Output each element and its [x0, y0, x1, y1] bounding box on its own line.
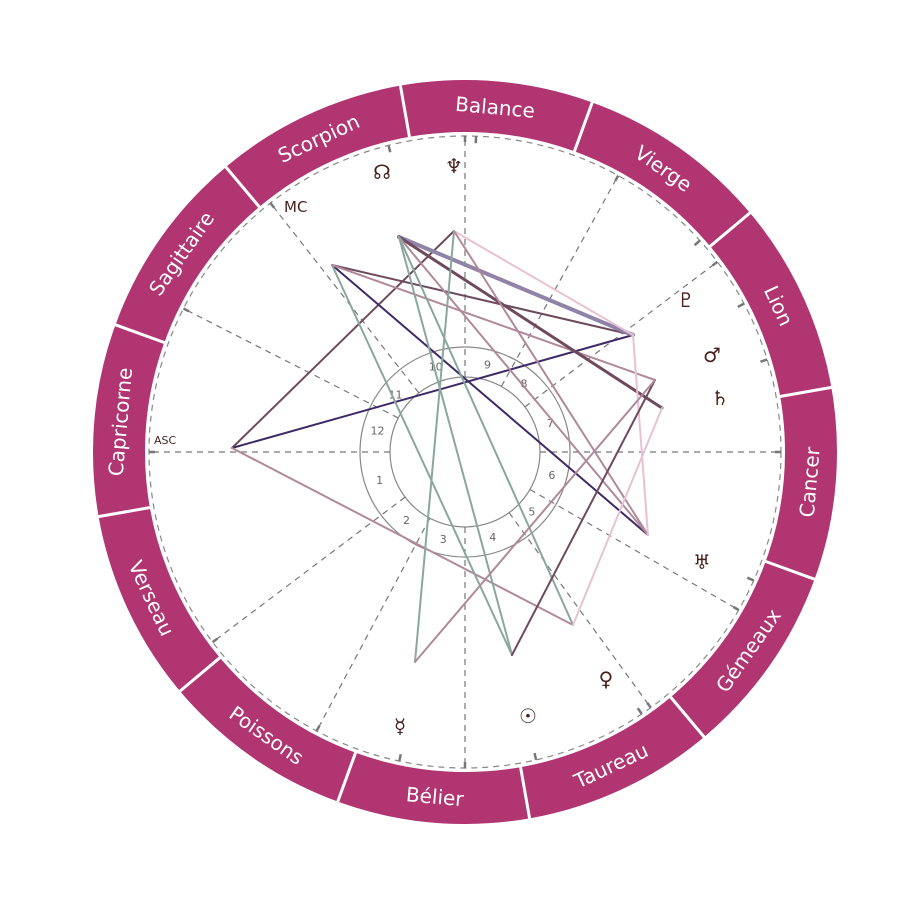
house-number: 10: [429, 360, 443, 373]
planet-tick: [760, 358, 768, 363]
house-cusp: [529, 488, 739, 611]
aspect-line: [453, 230, 634, 336]
cusp-tick: [614, 175, 620, 182]
sign-divider: [764, 559, 817, 581]
planet-uranus-icon: ♅: [693, 550, 711, 574]
aspect-line: [632, 334, 649, 536]
cusp-tick: [211, 637, 219, 644]
house-number: 3: [440, 533, 447, 546]
house-outer-circle: [359, 346, 571, 558]
house-number: 5: [528, 506, 535, 519]
house-cusp: [524, 261, 718, 408]
aspect-line: [331, 264, 656, 381]
sign-label-6: Bélier: [405, 782, 465, 811]
planet-sun-icon: ☉: [519, 704, 537, 728]
planet-saturn-icon: ♄: [711, 386, 729, 410]
sign-divider: [224, 165, 262, 209]
house-number: 11: [389, 388, 403, 401]
aspect-line: [331, 264, 649, 536]
planet-mercury-icon: ☿: [394, 714, 406, 738]
sign-divider: [398, 84, 412, 139]
cusp-tick: [315, 725, 321, 732]
zodiac-ring: BalanceViergeLionCancerGémeauxTaureauBél…: [93, 80, 837, 824]
sign-divider: [778, 385, 833, 399]
ring-band: [93, 80, 837, 824]
aspect-line: [231, 447, 574, 626]
cusp-tick: [269, 202, 276, 209]
planet-pluto-icon: ♇: [677, 288, 695, 312]
cusp-tick: [646, 702, 652, 709]
aspect-line: [572, 407, 663, 626]
aspect-line: [414, 379, 656, 663]
aspect-lines: [231, 230, 664, 663]
aspect-line: [331, 264, 513, 656]
planet-neptune-icon: ♆: [445, 154, 463, 178]
asc-label: ASC: [154, 434, 177, 447]
house-cusp: [316, 517, 431, 732]
planet-tick: [398, 753, 402, 762]
aspect-line: [397, 235, 635, 337]
sign-divider: [572, 100, 594, 153]
mc-label: MC: [284, 198, 307, 216]
sign-divider: [113, 323, 166, 345]
house-number: 4: [489, 531, 496, 544]
house-cusp: [212, 496, 406, 643]
planet-tick: [387, 145, 392, 153]
cusp-tick: [182, 307, 190, 313]
house-cusp: [500, 175, 619, 387]
sign-divider: [178, 655, 222, 693]
aspect-line: [331, 264, 634, 336]
house-number: 6: [548, 469, 555, 482]
house-number: 12: [370, 424, 384, 437]
house-number: 7: [547, 417, 554, 430]
aspect-line: [398, 236, 513, 656]
house-cusp: [183, 308, 399, 419]
aspect-line: [398, 236, 574, 626]
planet-tick: [737, 302, 745, 309]
planet-tick: [533, 752, 538, 761]
cusp-tick: [711, 260, 719, 267]
aspect-line: [511, 379, 656, 656]
planet-tick: [636, 707, 643, 715]
house-cusp: [269, 202, 420, 394]
aspect-line: [397, 235, 664, 410]
cusp-tick: [732, 605, 740, 612]
planet-mars-icon: ♂: [703, 343, 721, 367]
aspect-line: [414, 230, 455, 663]
planet-north-node-icon: ☊: [373, 160, 391, 184]
planet-tick: [693, 239, 701, 247]
planet-venus-icon: ♀: [599, 667, 614, 691]
aspect-line: [231, 334, 634, 449]
planet-glyphs: ♇ ♂ ♄ ♅ ♀ ☉ ☿ ☊ ♆: [373, 154, 729, 738]
sign-divider: [518, 765, 532, 820]
house-number: 8: [521, 378, 528, 391]
planet-tick: [746, 576, 755, 582]
sign-divider: [97, 505, 152, 519]
sign-divider: [708, 211, 752, 249]
house-inner-circle: [389, 376, 541, 528]
aspect-line: [398, 236, 649, 536]
aspect-line: [231, 230, 455, 449]
house-cusp: [508, 512, 652, 709]
sign-divider: [336, 751, 358, 804]
house-number: 9: [484, 358, 491, 371]
aspect-line: [453, 230, 649, 536]
house-number: 2: [403, 514, 410, 527]
sign-divider: [668, 695, 706, 739]
house-number: 1: [376, 474, 383, 487]
